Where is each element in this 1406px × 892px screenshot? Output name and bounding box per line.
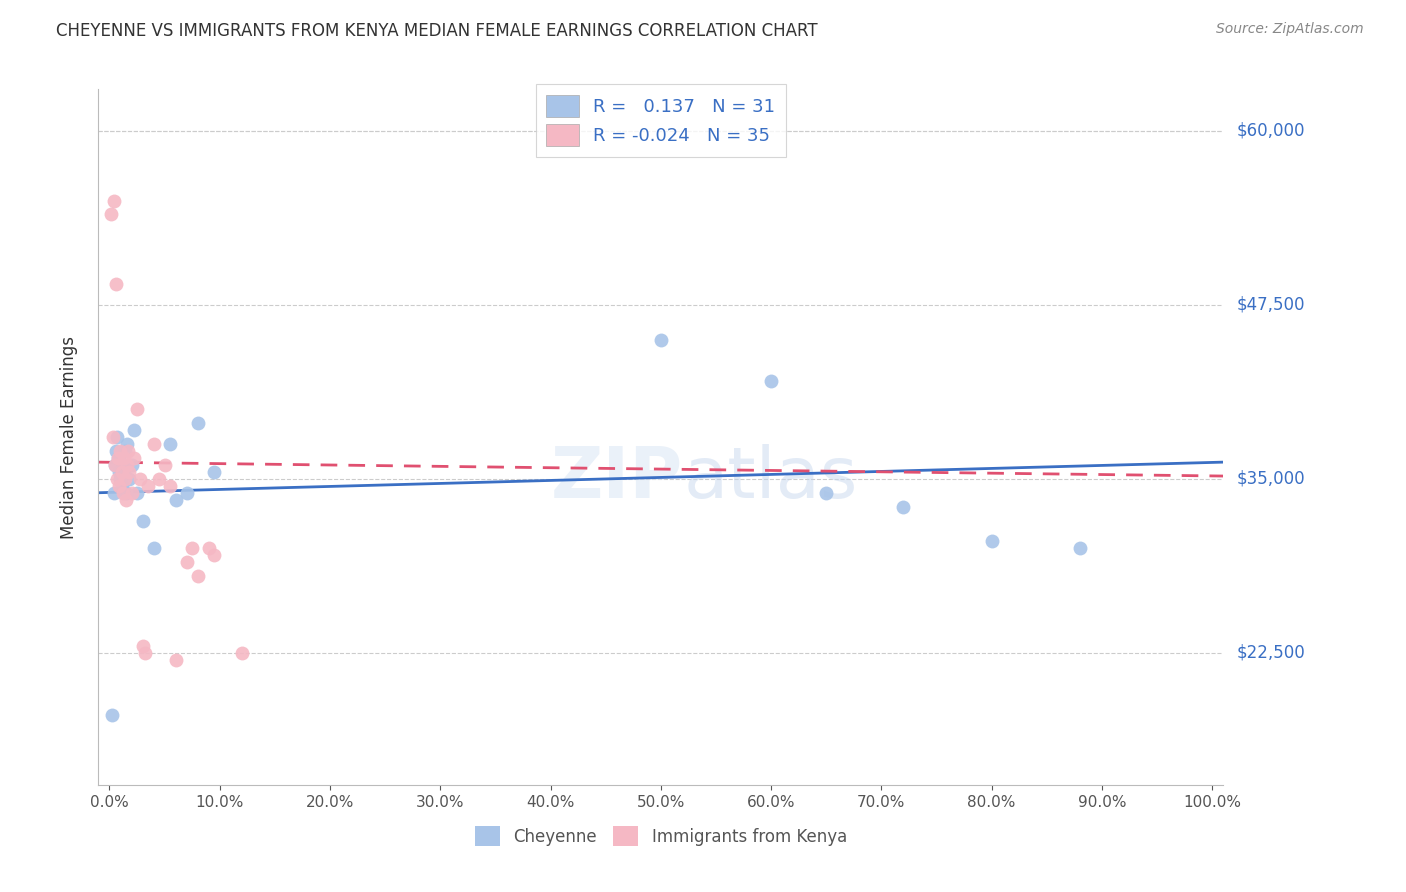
Point xyxy=(165,653,187,667)
Point xyxy=(815,485,838,500)
Point xyxy=(136,479,159,493)
Point xyxy=(148,472,170,486)
Point xyxy=(134,646,156,660)
Point xyxy=(100,207,122,221)
Point xyxy=(110,479,132,493)
Text: CHEYENNE VS IMMIGRANTS FROM KENYA MEDIAN FEMALE EARNINGS CORRELATION CHART: CHEYENNE VS IMMIGRANTS FROM KENYA MEDIAN… xyxy=(56,22,818,40)
Point xyxy=(129,472,152,486)
Point xyxy=(104,458,127,472)
Point xyxy=(121,485,143,500)
Y-axis label: Median Female Earnings: Median Female Earnings xyxy=(59,335,77,539)
Point xyxy=(104,458,127,472)
Point xyxy=(103,485,125,500)
Point xyxy=(107,450,129,465)
Point xyxy=(121,458,143,472)
Point xyxy=(103,194,125,208)
Point xyxy=(980,534,1002,549)
Point xyxy=(114,472,136,486)
Point xyxy=(108,465,131,479)
Point xyxy=(110,465,132,479)
Point xyxy=(117,444,139,458)
Point xyxy=(115,492,138,507)
Point xyxy=(110,444,132,458)
Point xyxy=(105,430,128,444)
Point xyxy=(165,492,187,507)
Point xyxy=(187,416,209,430)
Point xyxy=(101,430,124,444)
Point xyxy=(115,437,138,451)
Point xyxy=(108,479,131,493)
Point xyxy=(131,639,153,653)
Point xyxy=(118,472,141,486)
Point xyxy=(181,541,204,556)
Point xyxy=(105,472,128,486)
Point xyxy=(112,465,135,479)
Text: $35,000: $35,000 xyxy=(1237,470,1306,488)
Point xyxy=(142,541,165,556)
Text: atlas: atlas xyxy=(683,444,858,513)
Point xyxy=(105,444,128,458)
Legend: Cheyenne, Immigrants from Kenya: Cheyenne, Immigrants from Kenya xyxy=(468,820,853,853)
Point xyxy=(111,458,134,472)
Point xyxy=(153,458,176,472)
Point xyxy=(111,485,134,500)
Point xyxy=(112,450,135,465)
Point xyxy=(107,450,129,465)
Point xyxy=(176,485,198,500)
Point xyxy=(125,485,148,500)
Text: $22,500: $22,500 xyxy=(1237,644,1306,662)
Point xyxy=(122,450,145,465)
Point xyxy=(115,458,138,472)
Point xyxy=(125,402,148,417)
Point xyxy=(115,485,138,500)
Point xyxy=(131,514,153,528)
Text: $47,500: $47,500 xyxy=(1237,296,1306,314)
Point xyxy=(893,500,915,514)
Point xyxy=(202,465,225,479)
Point xyxy=(100,708,122,723)
Point xyxy=(231,646,253,660)
Point xyxy=(114,444,136,458)
Point xyxy=(122,423,145,437)
Point xyxy=(187,569,209,583)
Point xyxy=(142,437,165,451)
Point xyxy=(110,472,132,486)
Point xyxy=(159,479,181,493)
Point xyxy=(759,375,782,389)
Point xyxy=(650,333,672,347)
Point xyxy=(176,555,198,569)
Point xyxy=(1069,541,1091,556)
Point xyxy=(159,437,181,451)
Point xyxy=(197,541,219,556)
Text: ZIP: ZIP xyxy=(551,444,683,513)
Text: $60,000: $60,000 xyxy=(1237,122,1306,140)
Point xyxy=(202,549,225,563)
Text: Source: ZipAtlas.com: Source: ZipAtlas.com xyxy=(1216,22,1364,37)
Point xyxy=(118,465,141,479)
Point xyxy=(105,277,128,291)
